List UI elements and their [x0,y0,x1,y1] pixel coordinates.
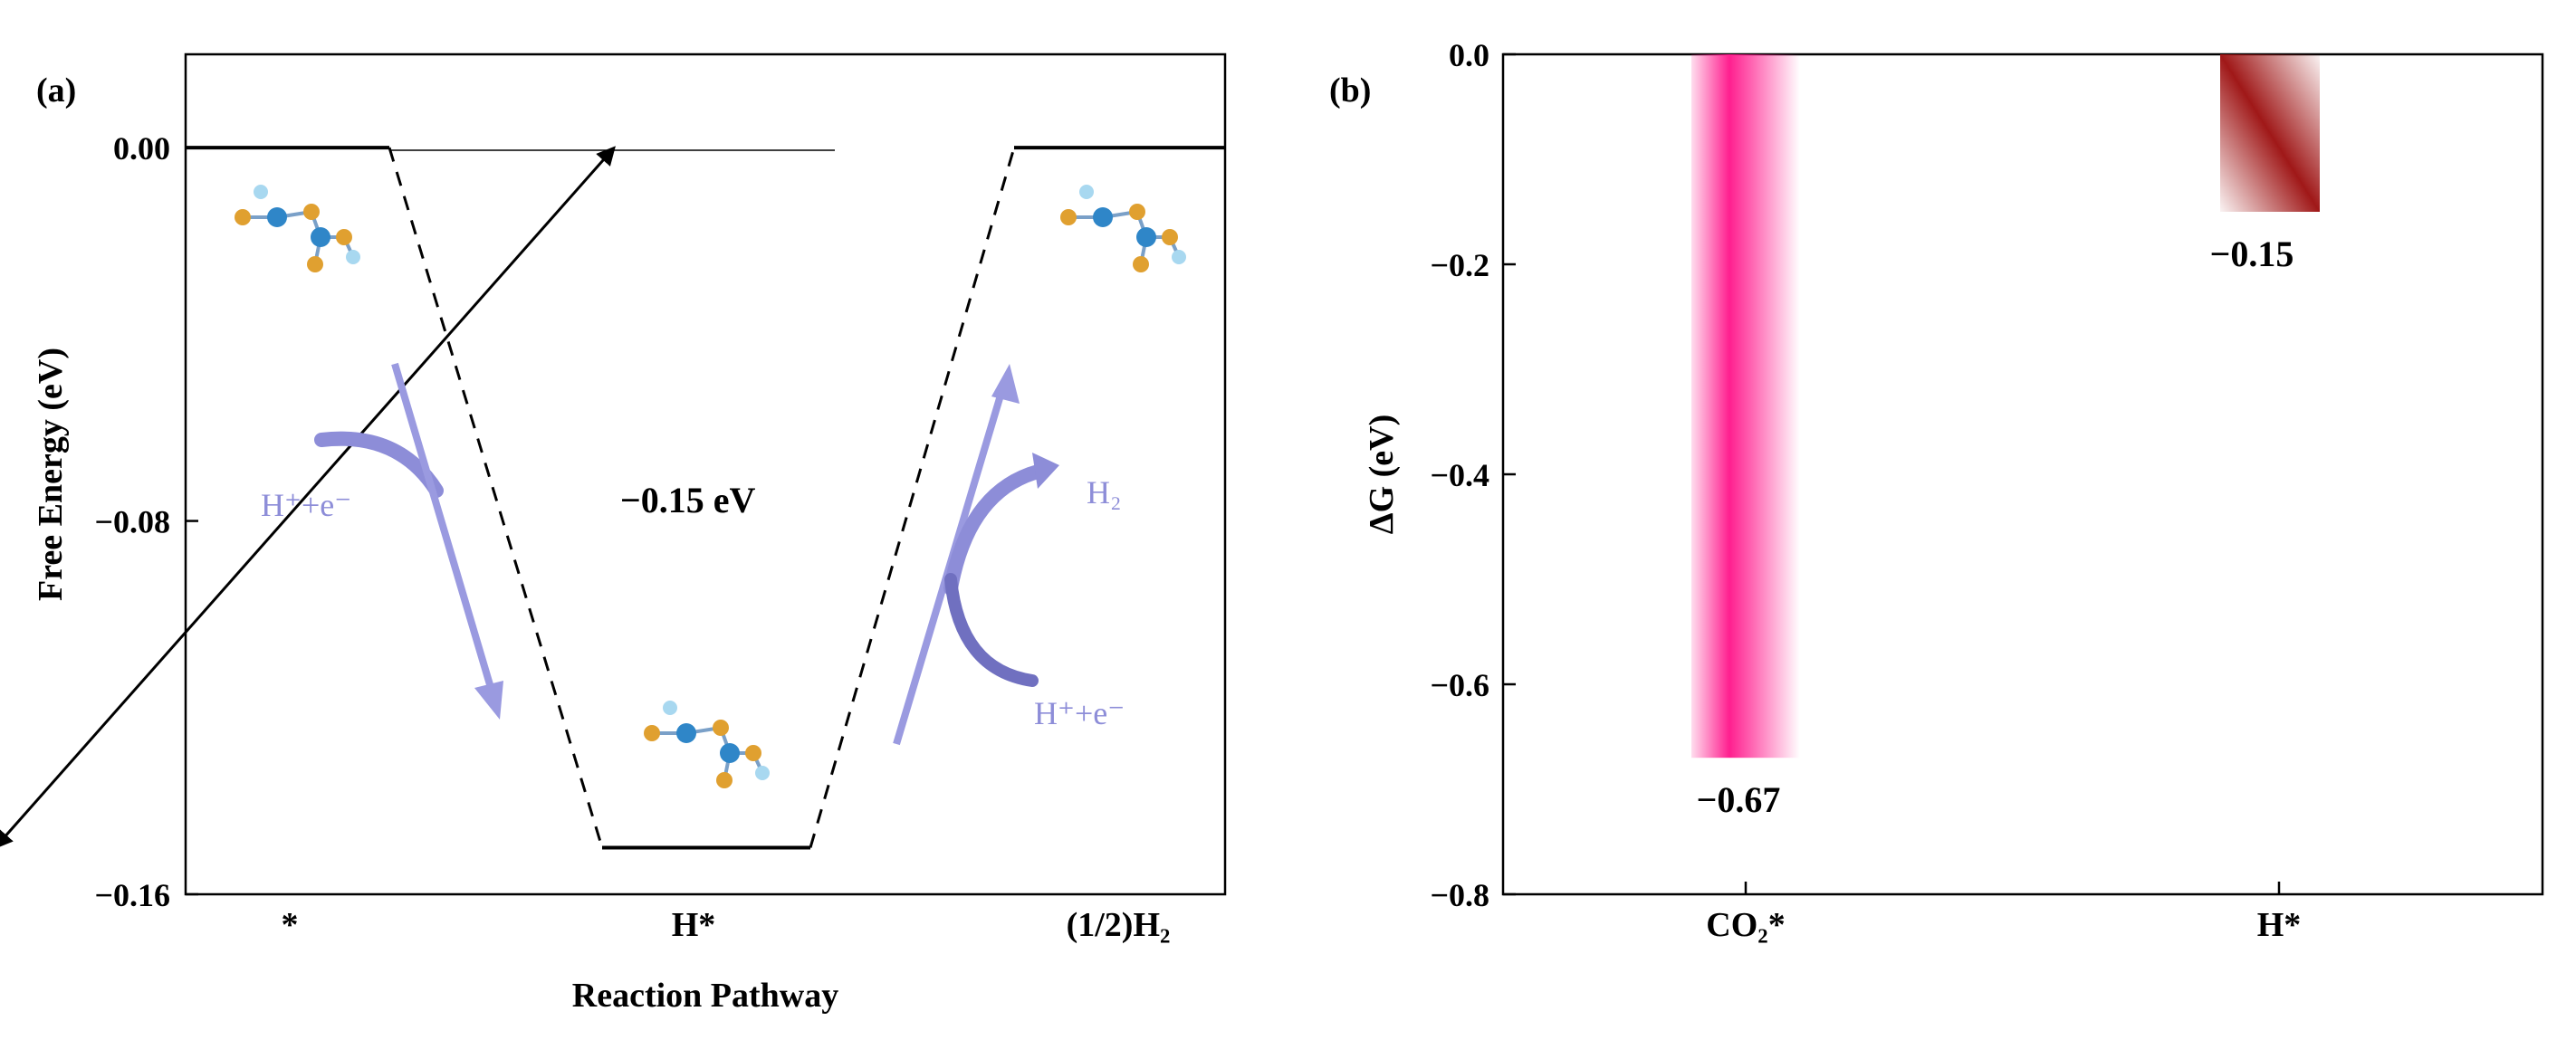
panel-b-frame [1501,52,2544,896]
panel-a-x-axis-label: Reaction Pathway [572,977,838,1015]
bar [1691,54,1800,759]
right-curved-arrow-in [944,573,1039,687]
panel-b-y-axis-label: ΔG (eV) [1363,415,1401,535]
bar [2220,54,2320,212]
panel-a: (a) 0.00 −0.08 −0.16 * H* (1/2)H₂ Reaction P… [0,52,1227,1015]
energy-difference-arrow [0,146,616,850]
panel-b-x-ticks [1744,882,2281,894]
left-down-arrow [391,362,500,708]
x-category-label: CO₂* [1706,906,1785,944]
molecule-structure-icon [1058,183,1188,274]
molecule-structure-icon [642,699,771,790]
y-tick-label: −0.8 [1430,877,1489,913]
panel-b-value-labels: −0.67 −0.15 [1697,234,2294,820]
energy-connector-dashed [809,147,1016,848]
x-category-label: H* [672,906,716,944]
panel-a-y-axis-label: Free Energy (eV) [32,348,70,601]
right-curved-arrow-out-head [1032,453,1059,489]
panel-b-x-category-labels: CO₂* H* [1706,906,2301,944]
panel-a-y-tick-labels: 0.00 −0.08 −0.16 [94,130,170,913]
right-reaction-out-label: H₂ [1087,474,1122,510]
right-reaction-in-label: H⁺+e⁻ [1034,695,1125,731]
panel-a-frame [184,52,1227,896]
panel-b-y-ticks [1503,52,1516,896]
panel-b-label: (b) [1329,72,1371,110]
y-tick-label: 0.00 [113,130,170,167]
panel-a-x-category-labels: * H* (1/2)H₂ [282,906,1171,944]
panel-b-y-tick-labels: 0.0 −0.2 −0.4 −0.6 −0.8 [1430,37,1489,913]
panel-a-y-ticks [186,146,198,896]
right-up-arrow-head [991,364,1020,404]
x-category-label: H* [2257,906,2302,944]
y-tick-label: −0.08 [94,504,170,540]
bar-value-label: −0.67 [1697,779,1781,820]
x-category-label: (1/2)H₂ [1067,906,1171,944]
x-category-label: * [282,906,299,944]
bar-value-label: −0.15 [2210,234,2294,274]
right-curved-arrow-out [943,463,1049,596]
molecule-structure-icon [233,183,362,274]
left-reaction-label: H⁺+e⁻ [261,487,351,523]
y-tick-label: −0.16 [94,877,170,913]
y-tick-label: −0.4 [1430,457,1489,493]
y-tick-label: 0.0 [1449,37,1489,73]
left-down-arrow-head [474,681,503,720]
y-tick-label: −0.6 [1430,667,1489,703]
energy-connector-dashed [388,147,604,848]
panel-b: (b) 0.0 −0.2 −0.4 −0.6 −0.8 CO₂* H* −0.67 −0.1… [1329,37,2544,944]
panel-a-label: (a) [36,72,76,110]
panel-b-bars [1691,54,2320,759]
energy-difference-label: −0.15 eV [620,480,756,520]
y-tick-label: −0.2 [1430,247,1489,283]
